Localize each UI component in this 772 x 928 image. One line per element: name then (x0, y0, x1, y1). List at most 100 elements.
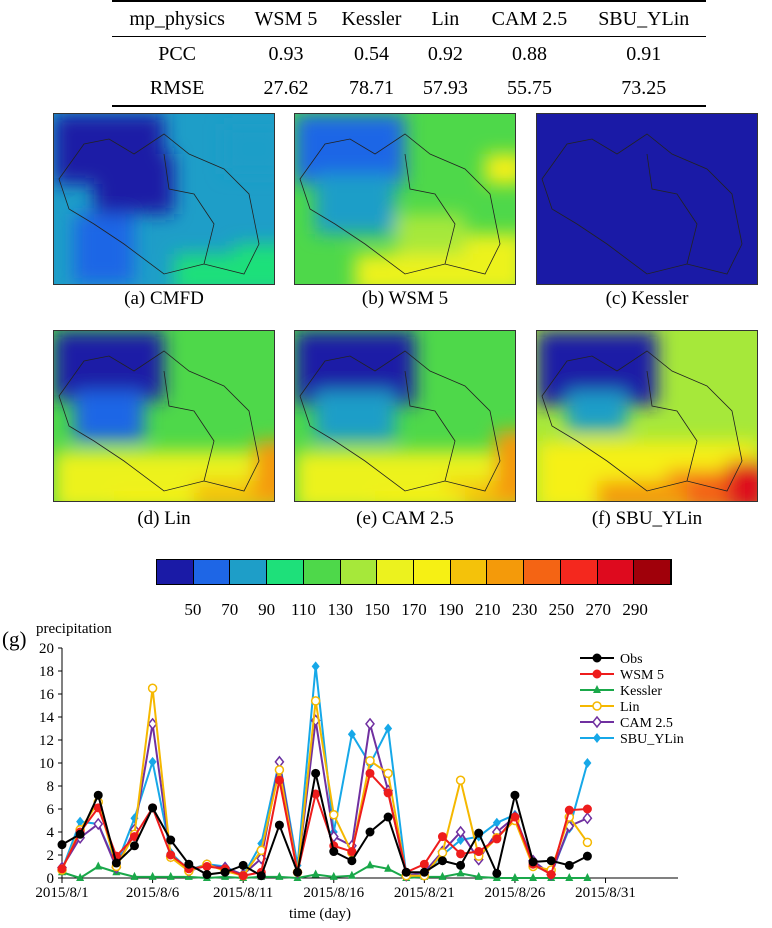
data-point (347, 729, 356, 740)
data-point (166, 835, 176, 845)
map-caption: (d) Lin (137, 508, 191, 529)
data-point (310, 696, 321, 706)
table-cell: 57.93 (422, 76, 468, 99)
colorbar-swatch (193, 560, 231, 584)
y-axis-label: precipitation (36, 621, 112, 637)
data-point (455, 825, 466, 839)
table-cell: 0.93 (268, 42, 304, 65)
table-header-cell: SBU_YLin (581, 1, 706, 37)
data-point (57, 840, 67, 850)
data-point (274, 765, 285, 775)
data-point (347, 847, 357, 857)
colorbar-swatch (560, 560, 598, 584)
x-axis-label: time (day) (289, 906, 351, 922)
table-header-cell: mp_physics (112, 1, 243, 37)
colorbar-label: 110 (290, 600, 316, 619)
colorbar-swatch (524, 560, 561, 584)
data-point (456, 868, 465, 877)
colorbar-label: 270 (585, 600, 612, 619)
data-point (365, 768, 375, 778)
data-point (311, 768, 321, 778)
colorbar-swatch (267, 560, 304, 584)
precipitation-map (537, 331, 757, 501)
data-point (166, 850, 176, 860)
data-point (564, 805, 574, 815)
legend-item: Lin (580, 700, 639, 715)
legend-label: Lin (620, 700, 639, 715)
data-point (510, 873, 519, 881)
table-row: RMSE 27.62 78.71 57.93 55.75 73.25 (112, 71, 706, 106)
data-point (583, 758, 592, 768)
data-point (238, 860, 248, 870)
data-point (202, 862, 212, 871)
data-point (365, 827, 375, 837)
data-point (474, 847, 484, 857)
data-point (383, 768, 393, 779)
map-panel-cmfd (53, 113, 275, 285)
precipitation-map (54, 114, 274, 284)
table-cell: 0.54 (353, 42, 389, 65)
colorbar-label: 70 (221, 600, 239, 619)
data-point (366, 860, 374, 869)
map-caption: (f) SBU_YLin (591, 508, 703, 529)
data-point (492, 834, 502, 844)
colorbar-swatch (157, 560, 194, 584)
table-cell: PCC (158, 42, 197, 65)
data-point (184, 859, 194, 869)
data-point (456, 860, 466, 870)
data-point (57, 864, 67, 874)
series-line (61, 720, 588, 877)
precipitation-map (54, 331, 274, 501)
y-tick-label: 8 (47, 779, 55, 795)
table-header-row: mp_physics WSM 5 Kessler Lin CAM 2.5 SBU… (112, 1, 706, 37)
data-point (93, 817, 104, 831)
table-header-cell: CAM 2.5 (477, 1, 582, 37)
legend-item: WSM 5 (580, 668, 664, 683)
colorbar-label: 130 (327, 600, 354, 619)
data-point (546, 856, 556, 866)
y-tick-label: 14 (39, 710, 55, 726)
colorbar-label: 290 (622, 600, 648, 619)
table-row: PCC 0.93 0.54 0.92 0.88 0.91 (112, 37, 706, 72)
legend-label: WSM 5 (620, 668, 664, 683)
y-tick-label: 10 (39, 756, 54, 772)
data-point (147, 683, 158, 693)
y-tick-label: 6 (47, 802, 55, 818)
data-point (437, 847, 448, 858)
data-point (293, 867, 303, 877)
data-point (384, 863, 393, 872)
data-point (311, 661, 320, 672)
legend-label: Kessler (620, 684, 662, 699)
legend-item: Kessler (580, 684, 662, 699)
colorbar-swatch (597, 560, 635, 584)
data-point (474, 828, 484, 838)
data-point (347, 856, 357, 866)
table-cell: RMSE (149, 76, 205, 99)
table-cell: 0.88 (511, 42, 547, 65)
colorbar-swatch (414, 560, 451, 584)
data-point (528, 857, 538, 867)
map-panel-lin (53, 330, 275, 502)
data-point (582, 837, 593, 848)
table-cell: 0.92 (427, 42, 463, 65)
legend-item: Obs (580, 652, 643, 667)
data-point (148, 803, 158, 813)
map-panel-kessler (536, 113, 758, 285)
table-header-cell: Kessler (329, 1, 414, 37)
legend-label: Obs (620, 652, 643, 667)
data-point (582, 804, 592, 814)
colorbar-label: 190 (438, 600, 464, 619)
data-point (256, 871, 266, 881)
data-point (76, 873, 85, 881)
precipitation-line-chart: 0 2 4 6 8 10 12 14 16 18 20 2015/8/1 2015/8/6 2015/8/… (2, 621, 684, 922)
x-tick-label: 2015/8/16 (303, 885, 364, 901)
data-point (329, 847, 339, 857)
legend-item: SBU_YLin (580, 732, 684, 747)
data-point (564, 860, 574, 870)
table-header-cell: Lin (413, 1, 478, 37)
data-point (384, 723, 393, 734)
colorbar-swatch (340, 560, 378, 584)
colorbar-swatch (230, 560, 268, 584)
map-caption: (e) CAM 2.5 (356, 508, 454, 529)
data-point (111, 858, 121, 868)
